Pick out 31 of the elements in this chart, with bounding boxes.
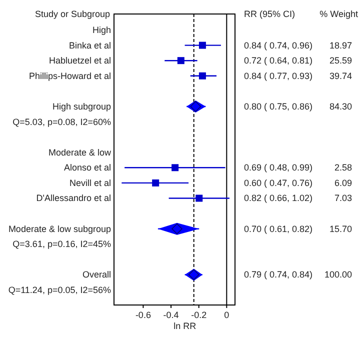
y-tick-label: Phillips-Howard et al (28, 70, 111, 81)
y-tick-label: Nevill et al (69, 178, 111, 188)
y-tick-label: Q=11.24, p=0.05, I2=56% (8, 285, 111, 295)
text: 0.70 ( 0.61, 0.82) 15.70 (244, 224, 352, 234)
text: 0.69 ( 0.48, 0.99) 2.58 (244, 162, 352, 173)
y-tick-label: Q=3.61, p=0.16, I2=45% (12, 239, 111, 250)
x-tick-label: -0.6 (135, 310, 151, 320)
text: 0.84 ( 0.74, 0.96) 18.97 (244, 40, 352, 50)
y-tick-label: Moderate & low (48, 147, 112, 158)
y-tick-label: Overall (82, 270, 111, 280)
y-axis-title: Study or Subgroup (34, 9, 110, 19)
text: 0.84 ( 0.77, 0.93) 39.74 (244, 70, 352, 81)
x-tick-label: -0.4 (163, 310, 179, 320)
text: 0.60 ( 0.47, 0.76) 6.09 (244, 178, 352, 188)
y-tick-label: High subgroup (52, 101, 111, 112)
x-tick-label: -0.2 (191, 310, 207, 320)
y-tick-label: Alonso et al (64, 162, 111, 173)
text: % Weight (320, 9, 358, 19)
text: RR (95% CI) (244, 9, 296, 19)
text: 0.79 ( 0.74, 0.84) 100.00 (244, 270, 352, 280)
x-axis-title: ln RR (174, 321, 197, 331)
y-tick-label: D'Allessandro et al (36, 193, 111, 204)
text: 0.82 ( 0.66, 1.02) 7.03 (244, 193, 352, 204)
y-tick-label: Moderate & low subgroup (8, 224, 111, 234)
y-tick-label: High (92, 25, 111, 35)
x-tick-label: 0 (224, 310, 230, 320)
y-tick-label: Habluetzel et al (48, 56, 111, 66)
text: 0.80 ( 0.75, 0.86) 84.30 (244, 101, 352, 112)
text: 0.72 ( 0.64, 0.81) 25.59 (244, 56, 352, 66)
y-tick-label: Binka et al (68, 40, 111, 50)
y-tick-label: Q=5.03, p=0.08, I2=60% (12, 116, 111, 127)
